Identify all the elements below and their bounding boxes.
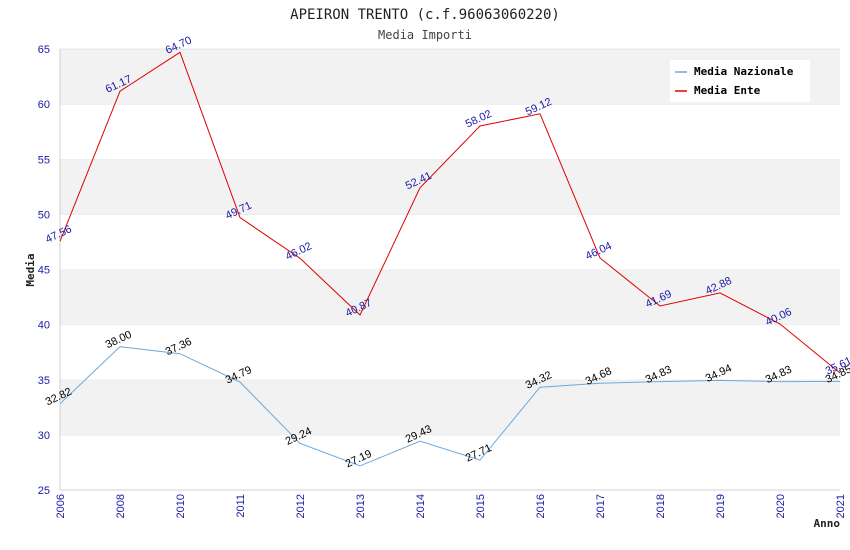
y-tick-label: 50 [38, 209, 50, 221]
y-tick-label: 40 [38, 320, 50, 332]
chart-title: APEIRON TRENTO (c.f.96063060220) [290, 7, 560, 23]
y-tick-label: 65 [38, 44, 50, 56]
series-line-media-nazionale [59, 346, 841, 467]
legend-box [670, 60, 810, 102]
grid-band [60, 214, 840, 270]
chart-subtitle: Media Importi [378, 28, 472, 42]
x-tick-label: 2016 [535, 494, 547, 518]
x-tick-label: 2008 [115, 494, 127, 518]
grid-band [60, 269, 840, 325]
legend-label-nazionale: Media Nazionale [694, 65, 794, 78]
series-lines [59, 51, 841, 467]
y-tick-label: 35 [38, 375, 50, 387]
y-tick-labels: 25 30 35 40 45 50 55 60 65 [38, 44, 50, 497]
x-tick-label: 2012 [295, 494, 307, 518]
x-tick-label: 2006 [55, 494, 67, 518]
x-tick-label: 2021 [835, 494, 847, 518]
x-tick-label: 2010 [175, 494, 187, 518]
y-tick-label: 45 [38, 265, 50, 277]
grid-band [60, 324, 840, 380]
x-tick-label: 2015 [475, 494, 487, 518]
legend-label-ente: Media Ente [694, 84, 761, 97]
y-tick-label: 25 [38, 485, 50, 497]
x-tick-labels: 2006 2008 2010 2011 2012 2013 2014 2015 2016 2017… [55, 494, 847, 518]
y-tick-label: 30 [38, 430, 50, 442]
x-axis-label: Anno [814, 517, 841, 530]
axes [59, 49, 840, 491]
x-tick-label: 2014 [415, 494, 427, 518]
x-tick-label: 2019 [715, 494, 727, 518]
grid-band [60, 104, 840, 160]
grid-band [60, 159, 840, 215]
legend: Media Nazionale Media Ente [670, 60, 810, 102]
x-tick-label: 2018 [655, 494, 667, 518]
plot-background [60, 48, 840, 490]
grid-band [60, 379, 840, 435]
x-tick-label: 2011 [235, 494, 247, 518]
x-tick-label: 2017 [595, 494, 607, 518]
y-tick-label: 55 [38, 154, 50, 166]
x-tick-label: 2013 [355, 494, 367, 518]
series-line-media-ente [59, 51, 841, 374]
x-tick-label: 2020 [775, 494, 787, 518]
grid-band [60, 434, 840, 490]
y-tick-label: 60 [38, 99, 50, 111]
y-axis-label: Media [24, 253, 37, 286]
